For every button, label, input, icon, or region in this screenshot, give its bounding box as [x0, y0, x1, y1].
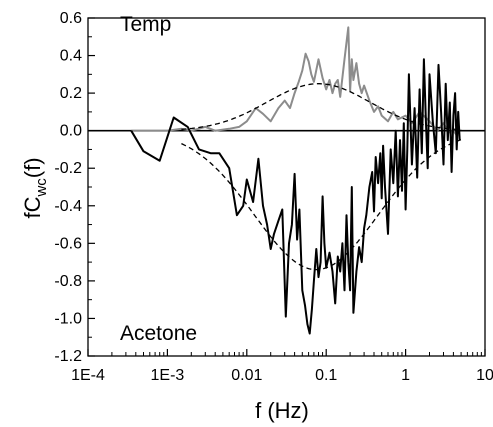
series-line-temp — [131, 26, 459, 137]
y-tick-label-0: 0.6 — [60, 10, 82, 27]
y-axis-label-tail: (f) — [20, 157, 45, 178]
y-tick-label-3: 0.0 — [60, 123, 82, 140]
annotation-temp: Temp — [120, 13, 171, 36]
plot-frame — [87, 17, 486, 357]
y-tick-label-9: -1.2 — [54, 348, 82, 365]
x-tick-label-4: 1 — [401, 367, 410, 384]
x-tick-label-2: 0.01 — [231, 367, 262, 384]
axis-tick-labels: 0.6 0.4 0.2 0.0 -0.2 -0.4 -0.6 -0.8 -1.0 -1.2 1E-4… — [54, 10, 493, 384]
x-tick-label-1: 1E-3 — [151, 367, 185, 384]
y-tick-label-8: -1.0 — [54, 310, 82, 327]
axis-ticks — [87, 17, 486, 357]
series-layer — [88, 26, 485, 335]
y-tick-label-2: 0.2 — [60, 85, 82, 102]
x-axis-label: f (Hz) — [255, 398, 309, 423]
y-tick-label-6: -0.6 — [54, 235, 82, 252]
series-line-fit-acetone — [181, 139, 462, 271]
y-axis-label-sub: wc — [33, 178, 50, 198]
series-line-acetone — [130, 58, 461, 335]
y-tick-label-5: -0.4 — [54, 198, 82, 215]
x-tick-label-0: 1E-4 — [71, 367, 105, 384]
annotation-acetone: Acetone — [120, 322, 197, 345]
y-tick-label-7: -0.8 — [54, 273, 82, 290]
y-axis-label-main: fC — [20, 196, 45, 218]
x-tick-label-5: 10 — [476, 367, 493, 384]
y-axis-label: fCwc(f) — [20, 157, 50, 218]
y-tick-label-4: -0.2 — [54, 160, 82, 177]
series-line-fit-temp — [181, 83, 462, 131]
x-tick-label-3: 0.1 — [315, 367, 337, 384]
y-tick-label-1: 0.4 — [60, 48, 82, 65]
